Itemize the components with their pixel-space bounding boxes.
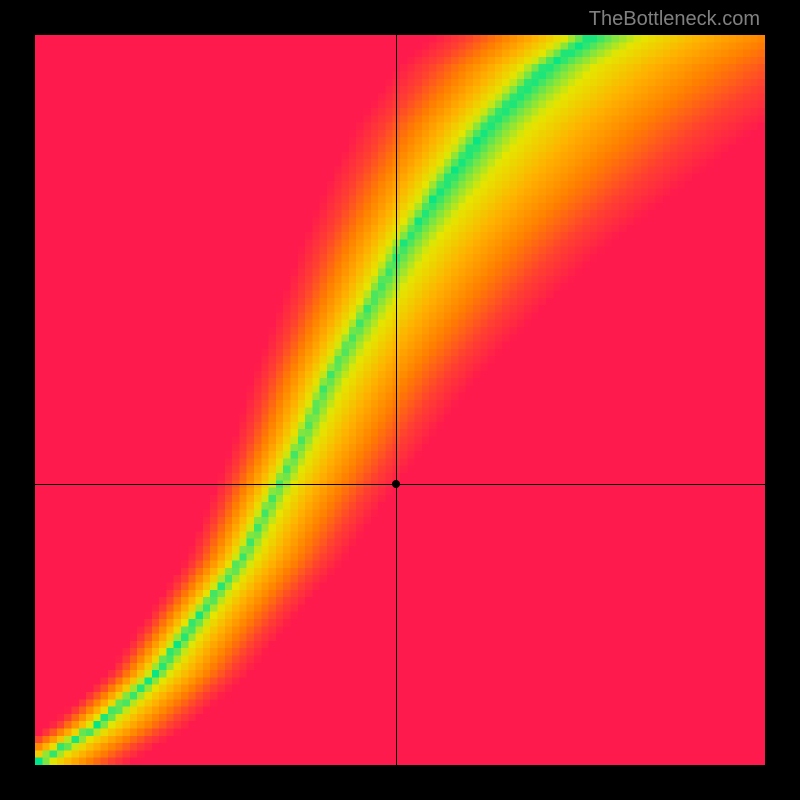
watermark-text: TheBottleneck.com [589, 8, 760, 31]
bottleneck-heatmap [35, 35, 765, 765]
crosshair-vertical [396, 35, 397, 765]
heatmap-canvas [35, 35, 765, 765]
marker-dot [392, 480, 400, 488]
